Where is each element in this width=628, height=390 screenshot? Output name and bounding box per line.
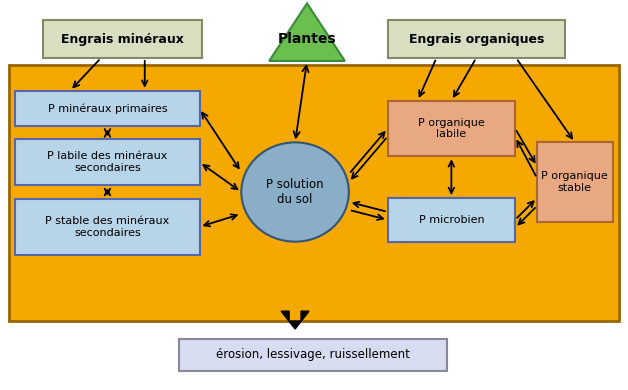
Text: Engrais organiques: Engrais organiques <box>409 33 544 46</box>
Text: Plantes: Plantes <box>278 32 337 46</box>
Text: P stable des minéraux
secondaires: P stable des minéraux secondaires <box>45 216 170 238</box>
FancyArrow shape <box>281 311 309 329</box>
FancyBboxPatch shape <box>43 20 202 58</box>
Text: érosion, lessivage, ruissellement: érosion, lessivage, ruissellement <box>216 348 410 362</box>
FancyBboxPatch shape <box>178 339 447 371</box>
FancyBboxPatch shape <box>387 20 565 58</box>
Text: P organique
labile: P organique labile <box>418 118 485 139</box>
FancyBboxPatch shape <box>9 65 619 321</box>
Text: P microbien: P microbien <box>419 215 484 225</box>
Text: P labile des minéraux
secondaires: P labile des minéraux secondaires <box>47 151 168 173</box>
FancyBboxPatch shape <box>387 101 515 156</box>
Text: P minéraux primaires: P minéraux primaires <box>48 103 167 114</box>
FancyBboxPatch shape <box>387 198 515 242</box>
FancyBboxPatch shape <box>15 199 200 255</box>
Text: P organique
stable: P organique stable <box>541 171 608 193</box>
FancyBboxPatch shape <box>537 142 613 222</box>
Ellipse shape <box>241 142 349 242</box>
FancyBboxPatch shape <box>15 91 200 126</box>
Text: P solution
du sol: P solution du sol <box>266 178 324 206</box>
Polygon shape <box>269 4 345 61</box>
Text: Engrais minéraux: Engrais minéraux <box>62 33 184 46</box>
FancyBboxPatch shape <box>15 139 200 185</box>
